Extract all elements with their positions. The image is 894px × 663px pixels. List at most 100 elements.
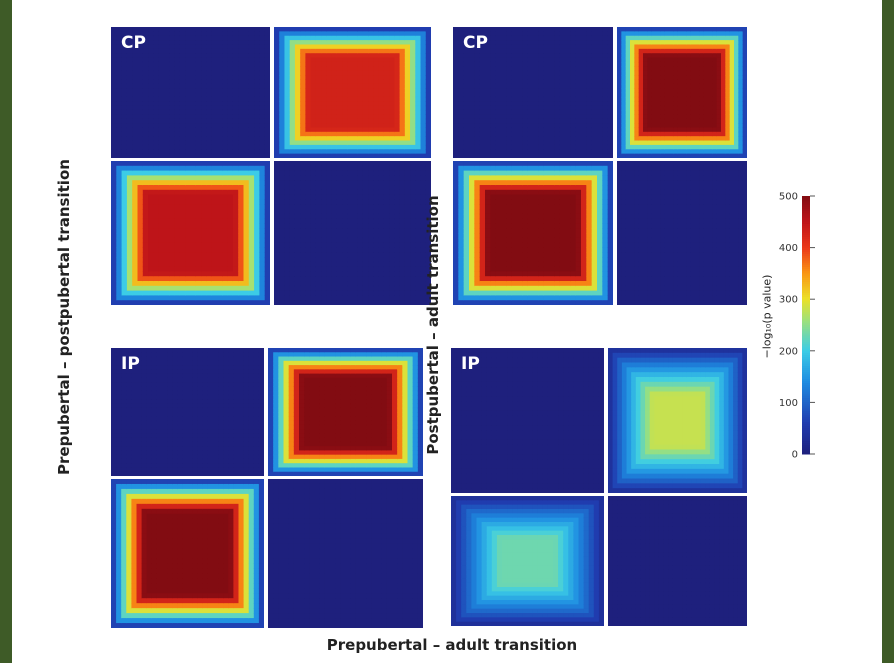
heatmap-cell <box>164 123 170 129</box>
heatmap-cell <box>474 149 481 155</box>
heatmap-cell <box>158 261 165 268</box>
heatmap-cell <box>410 144 416 150</box>
heatmap-cell <box>669 127 674 133</box>
heatmap-cell <box>179 153 186 158</box>
heatmap-cell <box>243 295 250 301</box>
heatmap-cell <box>289 92 296 98</box>
heatmap-cell <box>357 79 364 85</box>
heatmap-cell <box>490 101 497 107</box>
heatmap-cell <box>425 127 431 133</box>
heatmap-cell <box>669 136 674 142</box>
heatmap-cell <box>132 242 139 248</box>
heatmap-cell <box>232 131 239 137</box>
heatmap-cell <box>279 53 286 59</box>
heatmap-cell <box>321 161 327 167</box>
heatmap-cell <box>410 165 416 172</box>
heatmap-cell <box>227 31 234 37</box>
heatmap-cell <box>373 247 380 253</box>
heatmap-cell <box>373 149 380 155</box>
heatmap-cell <box>404 114 411 120</box>
heatmap-cell <box>142 105 149 111</box>
heatmap-cell <box>116 189 123 196</box>
heatmap-cell <box>383 266 390 272</box>
heatmap-cell <box>310 53 317 59</box>
heatmap-cell <box>142 175 149 181</box>
heatmap-cell <box>116 92 123 98</box>
heatmap-cell <box>174 209 181 215</box>
heatmap-cell <box>527 83 534 89</box>
heatmap-cell <box>554 144 561 150</box>
heatmap-cell <box>501 109 507 115</box>
heatmap-cell <box>206 204 213 210</box>
heatmap-cell <box>238 53 245 59</box>
heatmap-cell <box>289 53 296 59</box>
heatmap-cell <box>357 31 364 37</box>
heatmap-cell <box>158 140 165 146</box>
heatmap-cell <box>630 114 635 120</box>
heatmap-cell <box>300 295 306 301</box>
heatmap-cell <box>643 123 648 129</box>
heatmap-cell <box>279 66 286 72</box>
heatmap-cell <box>195 48 202 54</box>
heatmap-cell <box>132 92 139 98</box>
heatmap-cell <box>378 70 385 76</box>
heatmap-cell <box>630 88 635 94</box>
heatmap-cell <box>274 127 280 133</box>
heatmap-cell <box>142 140 149 146</box>
heatmap-cell <box>254 96 260 102</box>
heatmap-cell <box>326 88 333 94</box>
heatmap-cell <box>111 44 117 50</box>
heatmap-cell <box>362 75 369 80</box>
heatmap-cell <box>227 300 234 305</box>
heatmap-cell <box>243 170 250 176</box>
heatmap-cell <box>506 70 513 76</box>
heatmap-cell <box>591 31 598 37</box>
heatmap-cell <box>248 66 255 72</box>
heatmap-cell <box>321 209 327 215</box>
heatmap-cell <box>495 57 502 63</box>
heatmap-cell <box>586 31 593 37</box>
heatmap-cell <box>389 233 395 239</box>
heatmap-cell <box>357 88 364 94</box>
heatmap-cell <box>404 105 411 111</box>
heatmap-cell <box>554 123 561 129</box>
heatmap-cell <box>211 35 218 41</box>
heatmap-cell <box>630 144 635 150</box>
heatmap-cell <box>111 218 117 224</box>
heatmap-cell <box>368 276 375 282</box>
heatmap-cell <box>248 88 255 94</box>
heatmap-cell <box>310 75 317 80</box>
heatmap-cell <box>264 48 270 54</box>
heatmap-cell <box>389 161 395 167</box>
heatmap-cell <box>682 44 687 50</box>
heatmap-cell <box>347 295 354 301</box>
heatmap-cell <box>121 257 128 263</box>
heatmap-cell <box>164 75 170 80</box>
heatmap-cell <box>195 35 202 41</box>
heatmap-cell <box>222 75 229 80</box>
heatmap-cell <box>195 27 202 32</box>
heatmap-cell <box>673 118 679 124</box>
heatmap-cell <box>570 144 577 150</box>
heatmap-cell <box>651 35 657 41</box>
heatmap-cell <box>647 57 653 63</box>
heatmap-cell <box>651 61 657 67</box>
heatmap-cell <box>116 228 123 234</box>
heatmap-cell <box>336 123 343 129</box>
heatmap-cell <box>490 127 497 133</box>
heatmap-cell <box>485 88 491 94</box>
heatmap-cell <box>137 300 144 305</box>
heatmap-cell <box>326 79 333 85</box>
heatmap-cell <box>310 261 317 268</box>
heatmap-cell <box>362 35 369 41</box>
heatmap-cell <box>617 136 622 142</box>
heatmap-cell <box>543 127 550 133</box>
heatmap-cell <box>630 83 635 89</box>
heatmap-cell <box>201 118 207 124</box>
heatmap-cell <box>597 144 603 150</box>
heatmap-cell <box>673 109 679 115</box>
heatmap-cell <box>479 70 486 76</box>
heatmap-cell <box>342 31 348 37</box>
heatmap-cell <box>179 105 186 111</box>
heatmap-cell <box>305 223 312 229</box>
